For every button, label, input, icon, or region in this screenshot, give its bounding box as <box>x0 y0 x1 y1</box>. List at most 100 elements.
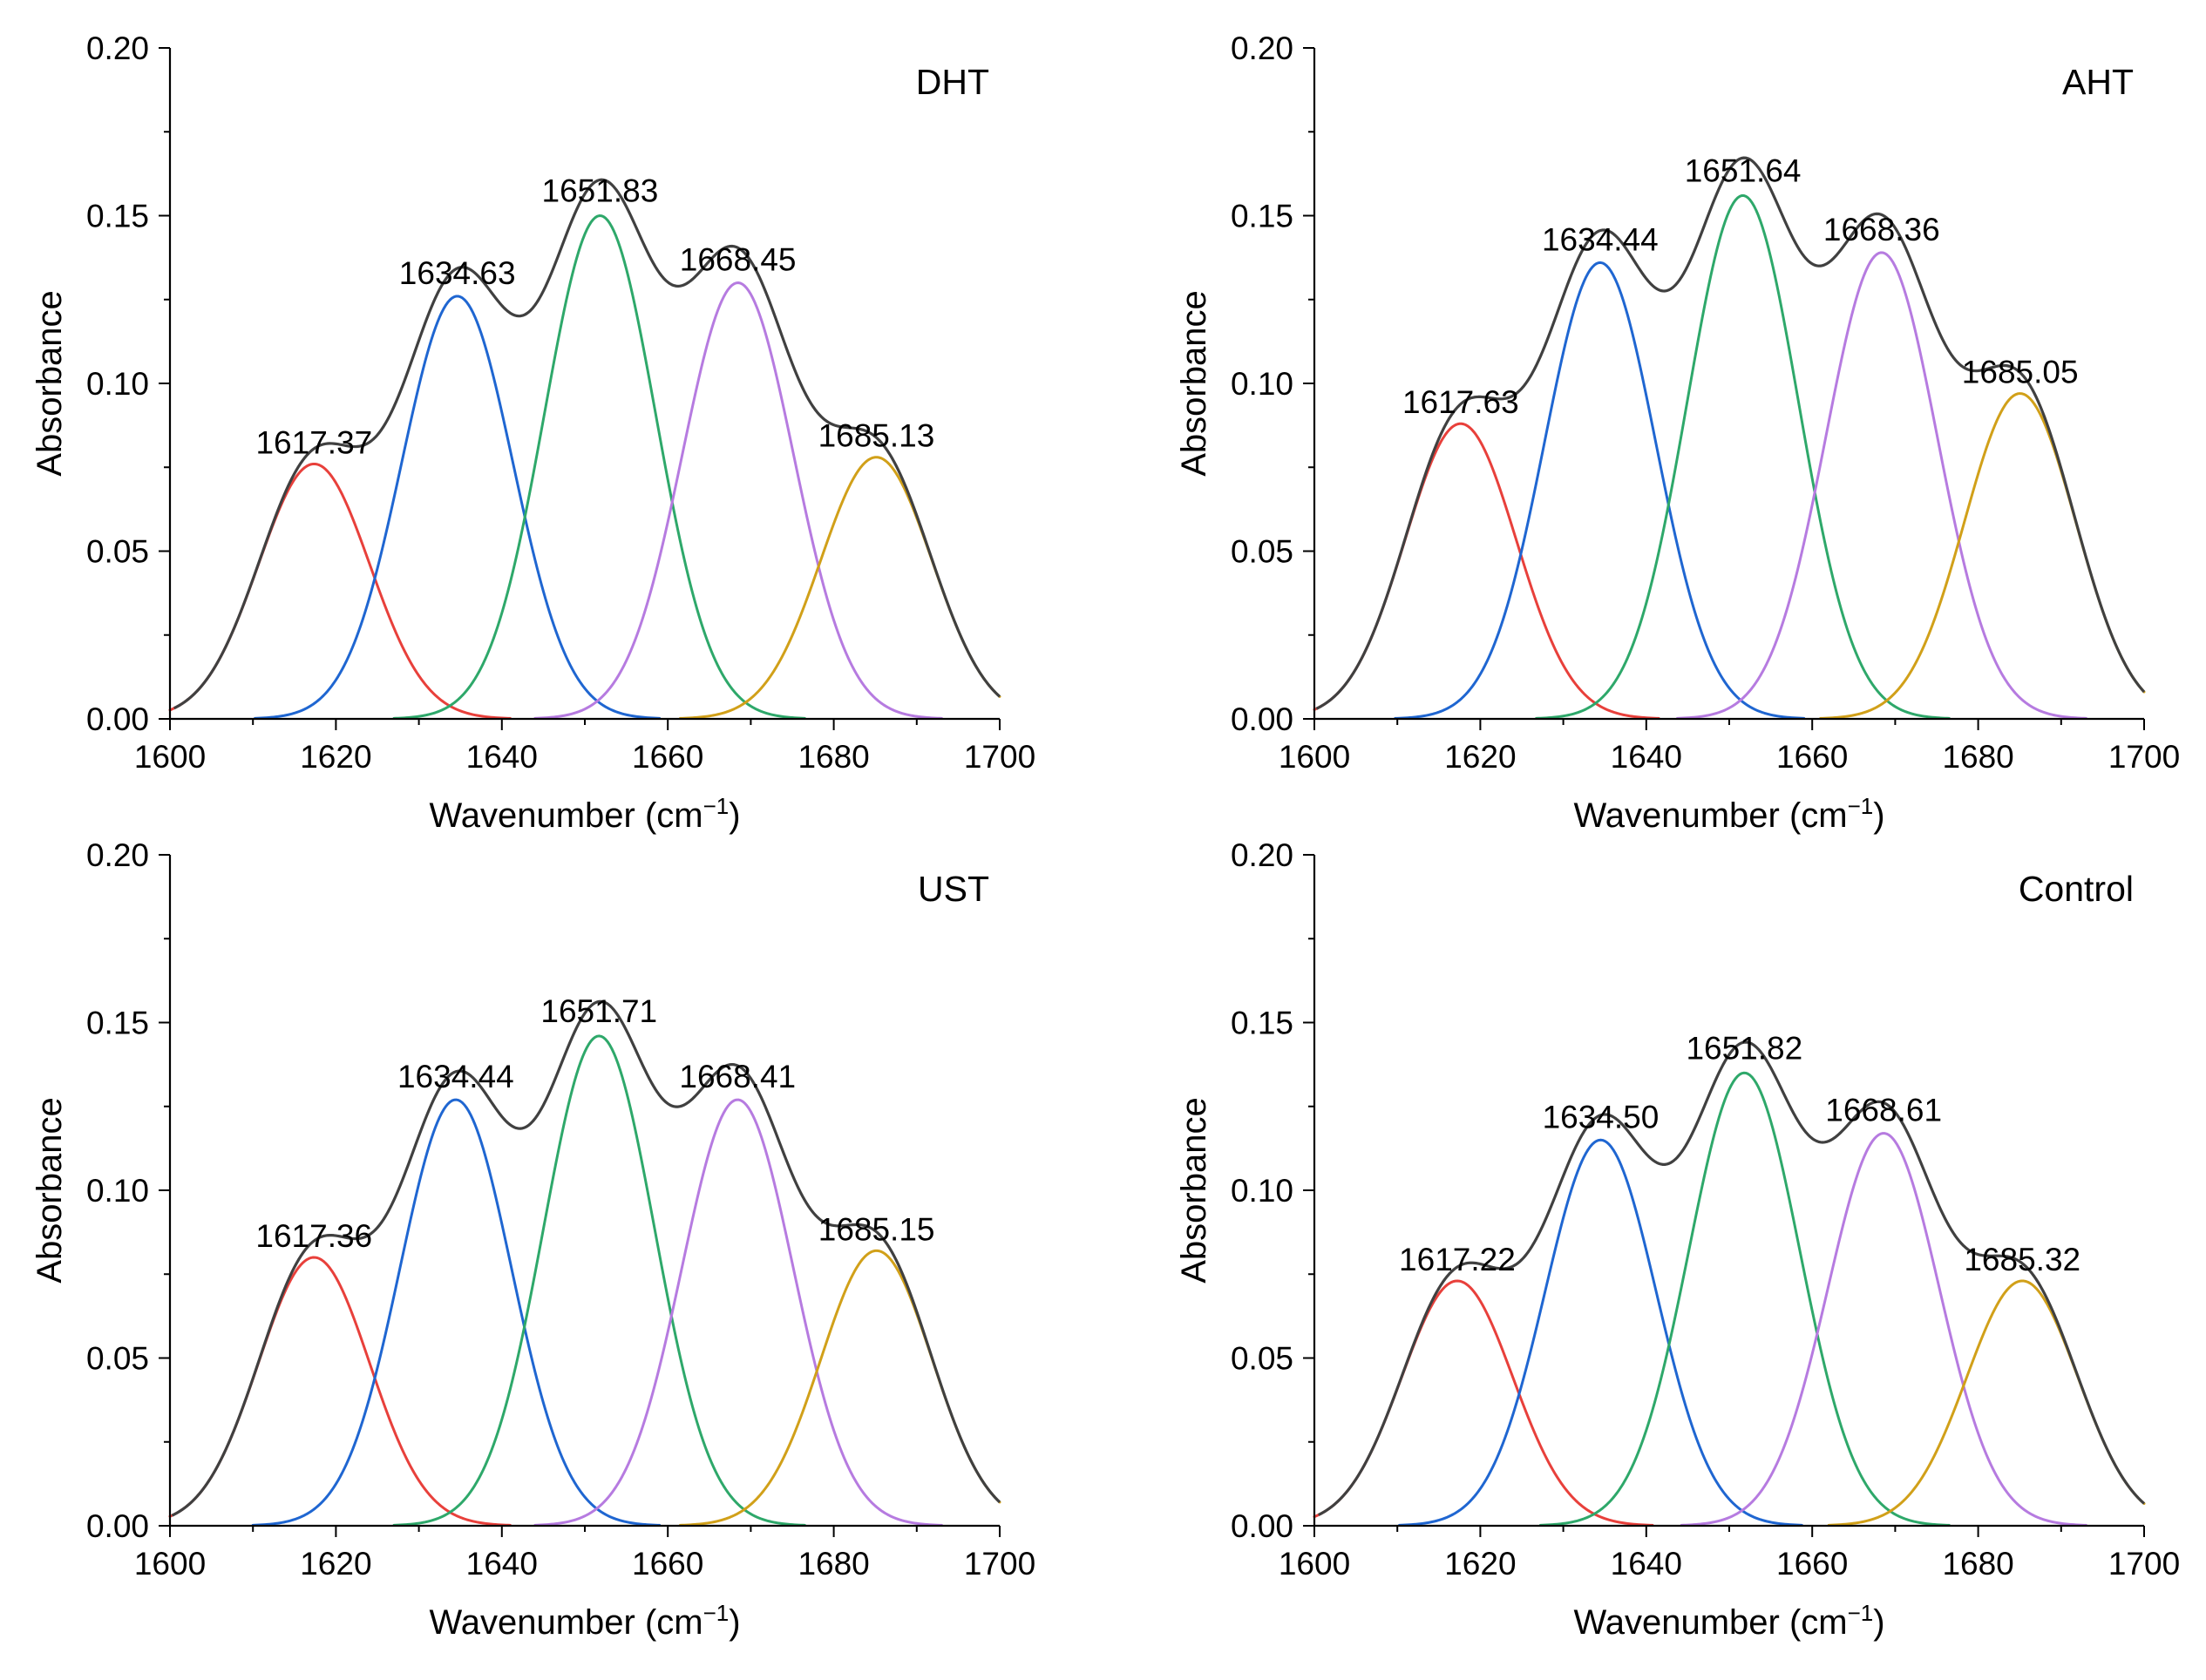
x-tick-label: 1600 <box>134 739 206 775</box>
peak-label: 1651.71 <box>540 993 657 1029</box>
panel-title: DHT <box>916 62 989 102</box>
x-tick-label: 1600 <box>1279 1546 1350 1582</box>
component-curve-1668.36 <box>1676 251 2087 720</box>
y-axis-title: Absorbance <box>31 1097 69 1283</box>
peak-label: 1668.41 <box>679 1059 796 1094</box>
x-axis-title: Wavenumber (cm−1) <box>1573 793 1884 835</box>
panel-title: UST <box>918 869 989 909</box>
component-curve-1634.50 <box>1398 1138 1803 1527</box>
y-tick-label: 0.15 <box>86 1006 149 1041</box>
component-curve-1634.63 <box>254 295 662 720</box>
component-curve-1685.05 <box>1819 392 2146 720</box>
peak-label: 1651.64 <box>1685 152 1802 188</box>
component-curve-1617.37 <box>168 462 512 720</box>
panel-title: AHT <box>2062 62 2134 102</box>
peak-label: 1668.45 <box>680 242 797 278</box>
panel-title: Control <box>2019 869 2134 909</box>
y-tick-label: 0.10 <box>86 1173 149 1209</box>
peak-label: 1634.50 <box>1543 1099 1660 1135</box>
y-axis-title: Absorbance <box>1175 1097 1213 1283</box>
component-curve-1651.71 <box>392 1034 806 1527</box>
component-curve-1685.32 <box>1827 1279 2146 1527</box>
x-tick-label: 1600 <box>1279 739 1350 775</box>
component-curve-1617.22 <box>1313 1279 1654 1527</box>
peak-label: 1634.44 <box>1542 221 1659 257</box>
chart-panel-dht: 1600 1620 1640 1660 1680 1700 0.00 0.05 0.10 0.15… <box>31 30 1035 835</box>
curves <box>168 178 1001 720</box>
peak-label: 1685.15 <box>818 1211 935 1247</box>
x-tick-label: 1680 <box>798 739 869 775</box>
x-tick-label: 1700 <box>964 739 1035 775</box>
y-tick-label: 0.00 <box>1231 1508 1293 1544</box>
component-curve-1634.44 <box>1394 261 1806 720</box>
chart-panel-ust: 1600 1620 1640 1660 1680 1700 0.00 0.05 0.10 0.15… <box>31 837 1035 1642</box>
chart-panel-aht: 1600 1620 1640 1660 1680 1700 0.00 0.05 0.10 0.15… <box>1175 30 2180 835</box>
peak-label: 1685.05 <box>1962 355 2079 390</box>
x-tick-label: 1700 <box>964 1546 1035 1582</box>
x-axis-title: Wavenumber (cm−1) <box>1573 1600 1884 1642</box>
peak-label: 1651.83 <box>542 173 659 209</box>
chart-panel-control: 1600 1620 1640 1660 1680 1700 0.00 0.05 0.10 0.15… <box>1175 837 2180 1642</box>
y-tick-label: 0.10 <box>1231 366 1293 402</box>
y-tick-label: 0.10 <box>1231 1173 1293 1209</box>
curves <box>168 999 1001 1527</box>
component-curve-1651.64 <box>1535 193 1951 720</box>
x-tick-label: 1620 <box>300 1546 371 1582</box>
x-axis-title: Wavenumber (cm−1) <box>429 793 740 835</box>
envelope-curve <box>1315 156 2146 710</box>
y-axis-title: Absorbance <box>31 290 69 476</box>
y-tick-label: 0.15 <box>1231 1006 1293 1041</box>
peak-label: 1668.36 <box>1823 212 1940 247</box>
envelope-curve <box>1318 1040 2146 1516</box>
x-tick-label: 1640 <box>1611 739 1682 775</box>
x-tick-label: 1680 <box>798 1546 869 1582</box>
y-tick-label: 0.00 <box>1231 701 1293 737</box>
component-curve-1651.83 <box>392 214 806 720</box>
y-tick-label: 0.05 <box>86 534 149 570</box>
peak-label: 1617.63 <box>1402 384 1519 420</box>
y-tick-label: 0.00 <box>86 701 149 737</box>
envelope-curve <box>171 999 1001 1517</box>
x-tick-label: 1680 <box>1942 739 2013 775</box>
y-tick-label: 0.20 <box>86 30 149 66</box>
x-tick-label: 1660 <box>632 739 703 775</box>
x-tick-label: 1600 <box>134 1546 206 1582</box>
x-tick-label: 1620 <box>1444 1546 1516 1582</box>
x-axis-title: Wavenumber (cm−1) <box>429 1600 740 1642</box>
y-tick-label: 0.20 <box>86 837 149 873</box>
component-curve-1668.61 <box>1680 1132 2087 1527</box>
component-curve-1685.13 <box>678 456 1001 720</box>
x-tick-label: 1660 <box>1776 1546 1848 1582</box>
x-tick-label: 1680 <box>1942 1546 2013 1582</box>
component-curve-1634.44 <box>251 1098 662 1527</box>
x-tick-label: 1640 <box>1611 1546 1682 1582</box>
peak-label: 1617.36 <box>255 1218 372 1254</box>
envelope-curve <box>173 178 1001 710</box>
x-tick-label: 1640 <box>466 739 538 775</box>
component-curve-1668.41 <box>533 1098 943 1527</box>
x-tick-label: 1660 <box>1776 739 1848 775</box>
curves <box>1313 1040 2146 1527</box>
x-tick-label: 1660 <box>632 1546 703 1582</box>
peak-label: 1668.61 <box>1825 1093 1942 1128</box>
x-tick-label: 1620 <box>300 739 371 775</box>
y-axis-title: Absorbance <box>1175 290 1213 476</box>
y-tick-label: 0.15 <box>86 199 149 234</box>
peak-label: 1685.13 <box>818 418 935 454</box>
y-tick-label: 0.00 <box>86 1508 149 1544</box>
component-curve-1668.45 <box>533 281 943 720</box>
peak-label: 1617.22 <box>1399 1242 1516 1277</box>
component-curve-1685.15 <box>678 1249 1001 1527</box>
y-tick-label: 0.05 <box>1231 534 1293 570</box>
peak-label: 1617.37 <box>255 424 372 460</box>
peak-label: 1634.63 <box>399 255 516 291</box>
y-tick-label: 0.20 <box>1231 30 1293 66</box>
peak-label: 1685.32 <box>1964 1242 2080 1277</box>
y-tick-label: 0.05 <box>86 1341 149 1377</box>
peak-label: 1651.82 <box>1686 1030 1802 1066</box>
component-curve-1617.36 <box>168 1256 512 1527</box>
x-tick-label: 1700 <box>2108 1546 2180 1582</box>
curves <box>1313 156 2146 720</box>
y-tick-label: 0.05 <box>1231 1341 1293 1377</box>
